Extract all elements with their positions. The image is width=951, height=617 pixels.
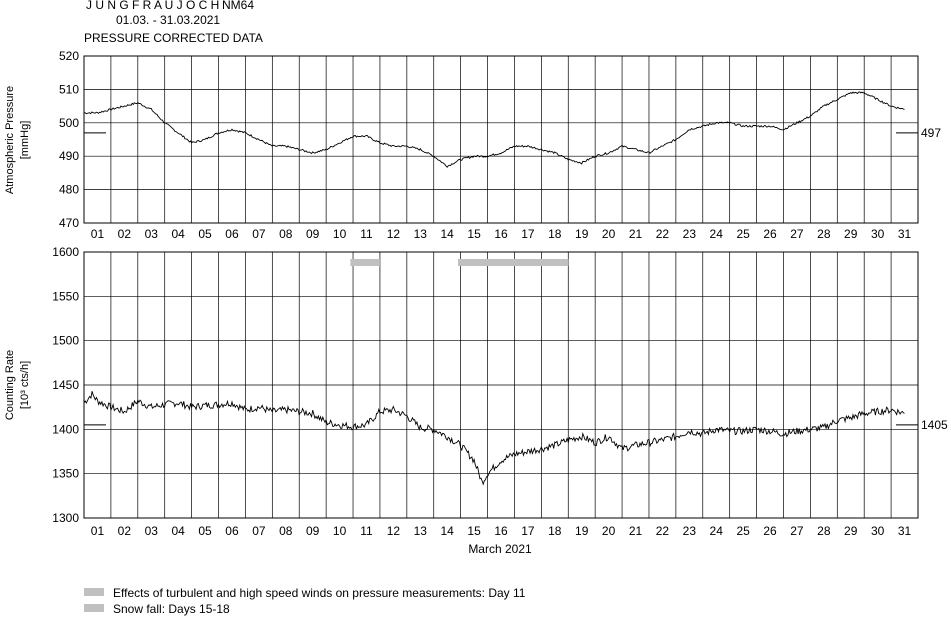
pressure-xtick-label: 16 <box>494 227 508 241</box>
rate-xtick-label: 16 <box>494 524 508 538</box>
month-label: March 2021 <box>468 542 532 556</box>
rate-xtick-label: 02 <box>118 524 132 538</box>
rate-xtick-label: 01 <box>91 524 105 538</box>
pressure-ytick-label: 510 <box>59 82 79 96</box>
rate-xtick-label: 17 <box>521 524 535 538</box>
rate-xtick-label: 20 <box>602 524 616 538</box>
pressure-xtick-label: 18 <box>548 227 562 241</box>
pressure-xtick-label: 12 <box>387 227 401 241</box>
pressure-xtick-label: 03 <box>145 227 159 241</box>
pressure-xtick-label: 02 <box>118 227 132 241</box>
pressure-ylabel-line2: [mmHg] <box>19 121 31 160</box>
pressure-xtick-label: 10 <box>333 227 347 241</box>
pressure-xtick-label: 31 <box>898 227 912 241</box>
rate-xtick-label: 12 <box>387 524 401 538</box>
rate-xtick-label: 15 <box>467 524 481 538</box>
rate-xtick-label: 13 <box>414 524 428 538</box>
rate-ytick-label: 1350 <box>52 467 79 481</box>
pressure-xtick-label: 27 <box>790 227 804 241</box>
pressure-xtick-label: 29 <box>844 227 858 241</box>
pressure-xtick-label: 13 <box>414 227 428 241</box>
pressure-xtick-label: 09 <box>306 227 320 241</box>
counting-rate-panel: 1300 1350 1400 1450 1500 1550 1600 01 02 03 04 05 06… <box>52 245 948 538</box>
pressure-reference-label: 497 <box>921 126 941 140</box>
rate-xtick-label: 05 <box>198 524 212 538</box>
pressure-ytick-label: 520 <box>59 49 79 63</box>
rate-xtick-label: 03 <box>145 524 159 538</box>
rate-xtick-label: 04 <box>171 524 185 538</box>
rate-ytick-label: 1450 <box>52 378 79 392</box>
legend-text-snow: Snow fall: Days 15-18 <box>113 602 230 616</box>
rate-xtick-label: 09 <box>306 524 320 538</box>
pressure-xtick-label: 30 <box>871 227 885 241</box>
pressure-xtick-label: 22 <box>656 227 670 241</box>
rate-ytick-label: 1500 <box>52 334 79 348</box>
legend-swatch-snow <box>84 604 104 612</box>
pressure-xtick-label: 19 <box>575 227 589 241</box>
pressure-xtick-label: 07 <box>252 227 266 241</box>
pressure-xtick-label: 01 <box>91 227 105 241</box>
pressure-xtick-label: 20 <box>602 227 616 241</box>
rate-xtick-label: 19 <box>575 524 589 538</box>
rate-xtick-label: 26 <box>763 524 777 538</box>
rate-xtick-label: 29 <box>844 524 858 538</box>
pressure-xtick-label: 11 <box>360 227 373 241</box>
rate-xtick-label: 28 <box>817 524 831 538</box>
period-label: 01.03. - 31.03.2021 <box>116 13 220 27</box>
rate-xtick-label: 30 <box>871 524 885 538</box>
rate-ytick-label: 1600 <box>52 245 79 259</box>
rate-xtick-label: 18 <box>548 524 562 538</box>
rate-xtick-label: 23 <box>683 524 697 538</box>
rate-xtick-label: 22 <box>656 524 670 538</box>
pressure-xtick-label: 24 <box>710 227 724 241</box>
rate-effect-bar <box>457 259 569 266</box>
rate-effect-bar <box>350 259 380 266</box>
pressure-series-line <box>83 91 905 168</box>
rate-ytick-label: 1300 <box>52 511 79 525</box>
pressure-xtick-label: 28 <box>817 227 831 241</box>
pressure-ytick-label: 480 <box>59 183 79 197</box>
rate-xtick-label: 11 <box>360 524 373 538</box>
rate-xtick-label: 24 <box>710 524 724 538</box>
rate-ylabel-line1: Counting Rate <box>4 350 16 420</box>
rate-xtick-label: 06 <box>225 524 239 538</box>
pressure-ytick-label: 490 <box>59 149 79 163</box>
rate-reference-label: 1405 <box>921 418 948 432</box>
rate-xtick-label: 31 <box>898 524 912 538</box>
rate-xtick-label: 07 <box>252 524 266 538</box>
rate-series-line <box>83 391 905 486</box>
pressure-ytick-label: 470 <box>59 216 79 230</box>
rate-ytick-label: 1550 <box>52 289 79 303</box>
rate-xtick-label: 21 <box>629 524 643 538</box>
pressure-xtick-label: 23 <box>683 227 697 241</box>
pressure-xtick-label: 21 <box>629 227 643 241</box>
rate-xtick-label: 10 <box>333 524 347 538</box>
pressure-xtick-label: 05 <box>198 227 212 241</box>
station-code: NM64 <box>222 0 254 12</box>
legend-swatch-wind <box>84 588 104 596</box>
pressure-ylabel-line1: Atmospheric Pressure <box>4 86 16 194</box>
pressure-xtick-label: 17 <box>521 227 535 241</box>
pressure-xtick-label: 15 <box>467 227 481 241</box>
rate-xtick-label: 27 <box>790 524 804 538</box>
pressure-xtick-label: 14 <box>441 227 455 241</box>
pressure-panel: 470 480 490 500 510 520 01 02 03 04 05 06 07 08 09 10 11… <box>59 49 941 241</box>
pressure-xtick-label: 25 <box>736 227 750 241</box>
pressure-xtick-label: 04 <box>171 227 185 241</box>
rate-xtick-label: 08 <box>279 524 293 538</box>
legend-text-wind: Effects of turbulent and high speed wind… <box>113 586 526 600</box>
pressure-xtick-label: 26 <box>763 227 777 241</box>
rate-ylabel-line2: [10³ cts/h] <box>19 361 31 409</box>
pressure-frame <box>83 55 919 224</box>
pressure-xtick-label: 06 <box>225 227 239 241</box>
station-title: J U N G F R A U J O C H <box>86 0 219 12</box>
pressure-ytick-label: 500 <box>59 116 79 130</box>
rate-ytick-label: 1400 <box>52 422 79 436</box>
pressure-xtick-label: 08 <box>279 227 293 241</box>
rate-xtick-label: 14 <box>441 524 455 538</box>
chart-subtitle: PRESSURE CORRECTED DATA <box>84 31 263 45</box>
rate-xtick-label: 25 <box>736 524 750 538</box>
